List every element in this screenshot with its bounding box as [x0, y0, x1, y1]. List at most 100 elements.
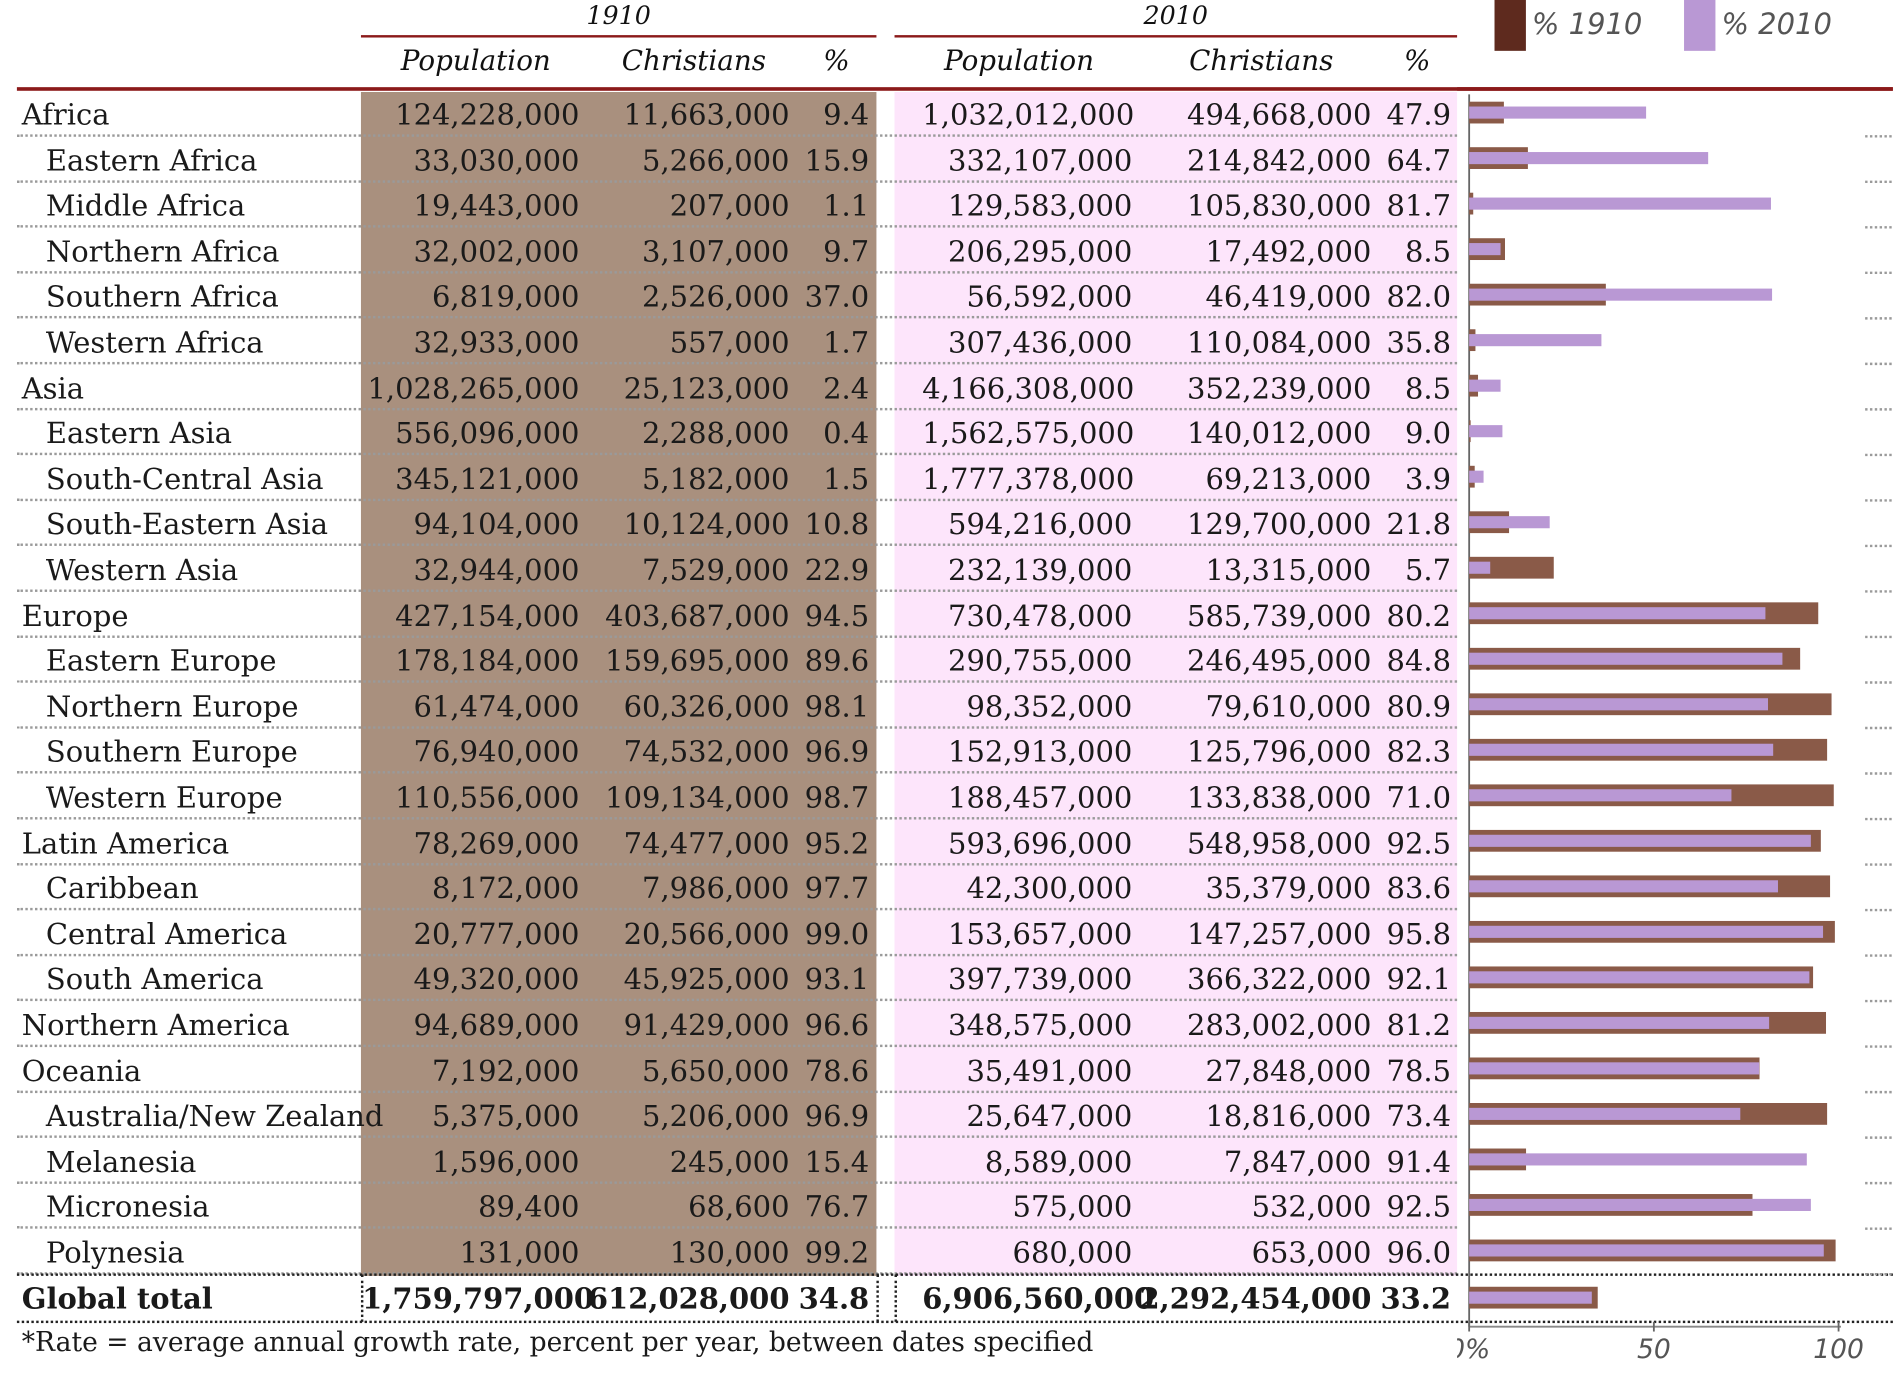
total-christians-1910: 612,028,000	[587, 1280, 790, 1316]
percent-1910: 9.7	[823, 234, 870, 269]
percent-2010: 81.7	[1386, 189, 1452, 223]
percent-1910: 99.2	[804, 1235, 870, 1270]
percent-1910: 1.1	[823, 189, 870, 223]
population-1910: 20,777,000	[413, 917, 580, 952]
christians-1910: 20,566,000	[623, 917, 790, 952]
total-bottom-rule	[16, 1320, 1893, 1324]
row-divider	[16, 225, 1458, 228]
population-2010: 4,166,308,000	[922, 371, 1135, 406]
christians-2010: 366,322,000	[1187, 962, 1372, 997]
christians-1910: 45,925,000	[623, 962, 790, 997]
bar-2010	[1469, 607, 1766, 620]
population-1910: 1,028,265,000	[367, 371, 580, 406]
bar-2010	[1469, 561, 1491, 574]
christians-1910: 109,134,000	[605, 780, 790, 815]
christians-2010: 69,213,000	[1205, 462, 1372, 497]
christians-2010: 129,700,000	[1187, 507, 1372, 542]
percent-1910: 97.7	[804, 871, 870, 906]
population-2010: 152,913,000	[948, 735, 1133, 770]
header-population-1910: Population	[400, 45, 551, 78]
percent-2010: 8.5	[1404, 371, 1452, 406]
region-name: Middle Africa	[45, 189, 246, 223]
header-rule-1910	[360, 35, 877, 38]
total-divider-mid	[876, 1274, 879, 1322]
table-row: Australia/New Zealand 5,375,000 5,206,000 9…	[16, 1093, 1458, 1139]
percent-2010: 73.4	[1386, 1099, 1452, 1134]
christians-1910: 130,000	[669, 1235, 790, 1270]
percent-1910: 0.4	[823, 416, 870, 451]
percent-1910: 78.6	[804, 1053, 870, 1088]
table-row: South America 49,320,000 45,925,000 93.1 397…	[16, 957, 1458, 1002]
population-1910: 61,474,000	[413, 689, 580, 724]
region-name: Asia	[21, 371, 85, 406]
population-2010: 730,478,000	[948, 598, 1133, 633]
population-2010: 1,562,575,000	[922, 416, 1135, 451]
row-divider	[16, 407, 1458, 410]
region-name: Southern Europe	[45, 735, 298, 770]
table-row: South-Central Asia 345,121,000 5,182,000 1.…	[16, 456, 1458, 501]
x-tick-label: 50	[1637, 1334, 1671, 1365]
total-top-rule	[16, 1273, 1893, 1276]
row-divider	[16, 179, 1458, 183]
region-name: Oceania	[21, 1053, 142, 1088]
header-percent-2010: %	[1403, 45, 1431, 78]
bar-chart: 0% 50 100 % 1910 % 2010	[1457, 0, 1893, 1365]
bar-2010	[1469, 106, 1647, 119]
population-2010: 332,107,000	[948, 143, 1133, 178]
table-row: Eastern Africa 33,030,000 5,266,000 15.9 332…	[16, 138, 1458, 183]
population-2010: 348,575,000	[948, 1008, 1133, 1043]
bar-2010	[1469, 379, 1501, 392]
christians-2010: 585,739,000	[1187, 598, 1372, 633]
population-2010: 56,592,000	[966, 280, 1133, 314]
bar-2010	[1469, 1291, 1592, 1304]
bar-2010	[1469, 288, 1773, 301]
christians-2010: 35,379,000	[1205, 871, 1372, 906]
bar-2010	[1469, 834, 1811, 847]
percent-2010: 81.2	[1386, 1008, 1452, 1043]
christians-1910: 3,107,000	[642, 234, 790, 269]
christians-2010: 283,002,000	[1187, 1008, 1372, 1043]
christians-2010: 125,796,000	[1187, 735, 1372, 770]
header-percent-1910: %	[823, 45, 850, 78]
population-1910: 94,104,000	[413, 507, 580, 542]
population-1910: 8,172,000	[431, 871, 580, 906]
percent-2010: 83.6	[1386, 871, 1452, 906]
percent-2010: 92.1	[1386, 962, 1452, 997]
percent-1910: 9.4	[823, 98, 870, 132]
legend-label-2010: % 2010	[1721, 7, 1831, 41]
row-divider	[16, 270, 1458, 274]
christians-2010: 548,958,000	[1187, 826, 1372, 861]
region-name: Melanesia	[45, 1144, 197, 1179]
population-2010: 8,589,000	[984, 1144, 1133, 1179]
percent-1910: 95.2	[804, 826, 870, 861]
population-1910: 556,096,000	[395, 416, 580, 451]
bar-2010	[1469, 1153, 1807, 1166]
percent-1910: 10.8	[804, 507, 870, 542]
table-row: Caribbean 8,172,000 7,986,000 97.7 42,300,00…	[16, 866, 1458, 911]
population-1910: 76,940,000	[413, 735, 580, 770]
population-2010: 98,352,000	[966, 689, 1133, 724]
table-row: Eastern Asia 556,096,000 2,288,000 0.4 1,562…	[16, 411, 1458, 456]
column-bg-1910	[360, 91, 877, 1276]
percent-1910: 99.0	[804, 917, 870, 952]
population-1910: 32,944,000	[413, 553, 580, 588]
population-2010: 42,300,000	[966, 871, 1133, 906]
percent-2010: 84.8	[1386, 644, 1452, 679]
christians-1910: 68,600	[688, 1190, 790, 1225]
bar-2010	[1469, 334, 1602, 347]
region-name: Europe	[21, 598, 129, 633]
chart-top-rule	[1457, 87, 1893, 91]
table-row: Africa 124,228,000 11,663,000 9.4 1,032,012,…	[16, 92, 1458, 137]
population-1910: 94,689,000	[413, 1008, 580, 1043]
population-2010: 153,657,000	[948, 917, 1133, 952]
percent-1910: 89.6	[804, 644, 870, 679]
christians-2010: 17,492,000	[1205, 234, 1372, 269]
christians-1910: 5,266,000	[642, 143, 790, 178]
population-2010: 397,739,000	[948, 962, 1133, 997]
christians-2010: 27,848,000	[1205, 1053, 1372, 1088]
table-row: Southern Europe 76,940,000 74,532,000 96.9 1…	[16, 729, 1458, 774]
christians-1910: 5,650,000	[642, 1053, 790, 1088]
region-name: Caribbean	[45, 871, 199, 906]
population-2010: 1,032,012,000	[922, 98, 1135, 132]
percent-2010: 8.5	[1404, 234, 1452, 269]
